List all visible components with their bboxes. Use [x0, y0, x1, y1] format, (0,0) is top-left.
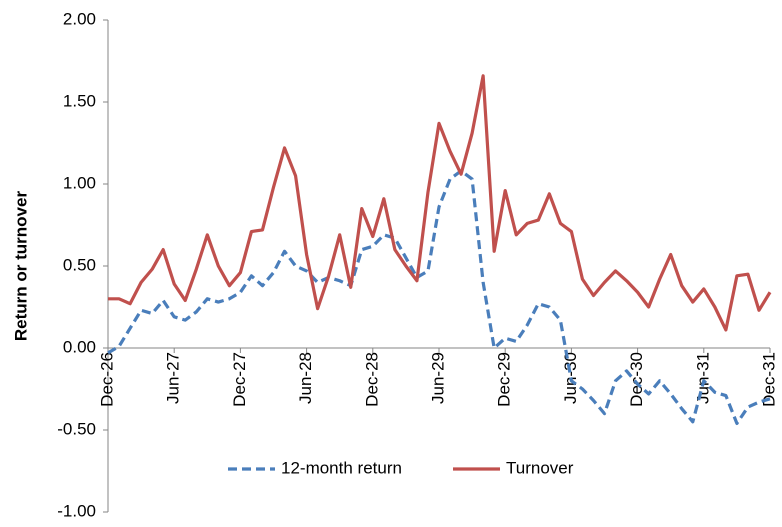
x-tick-label: Dec-29	[495, 352, 514, 407]
y-tick-label: -1.00	[57, 501, 96, 520]
x-tick-label: Dec-28	[362, 352, 381, 407]
legend-label: Turnover	[506, 458, 574, 477]
x-tick-label: Dec-26	[97, 352, 116, 407]
y-tick-label: 1.50	[63, 91, 96, 110]
y-axis-title: Return or turnover	[11, 191, 30, 342]
y-tick-label: 1.00	[63, 173, 96, 192]
x-tick-label: Jun-27	[164, 352, 183, 404]
legend-label: 12-month return	[281, 458, 402, 477]
x-tick-label: Dec-30	[627, 352, 646, 407]
y-tick-label: 0.50	[63, 255, 96, 274]
y-tick-label: 0.00	[63, 337, 96, 356]
x-tick-label: Jun-29	[428, 352, 447, 404]
x-tick-label: Dec-31	[759, 352, 778, 407]
x-tick-label: Dec-27	[230, 352, 249, 407]
series-line	[107, 169, 771, 426]
x-tick-label: Jun-28	[296, 352, 315, 404]
y-tick-label: 2.00	[63, 9, 96, 28]
y-tick-label: -0.50	[57, 419, 96, 438]
series-line	[108, 74, 772, 332]
x-tick-label: Jun-31	[693, 352, 712, 404]
